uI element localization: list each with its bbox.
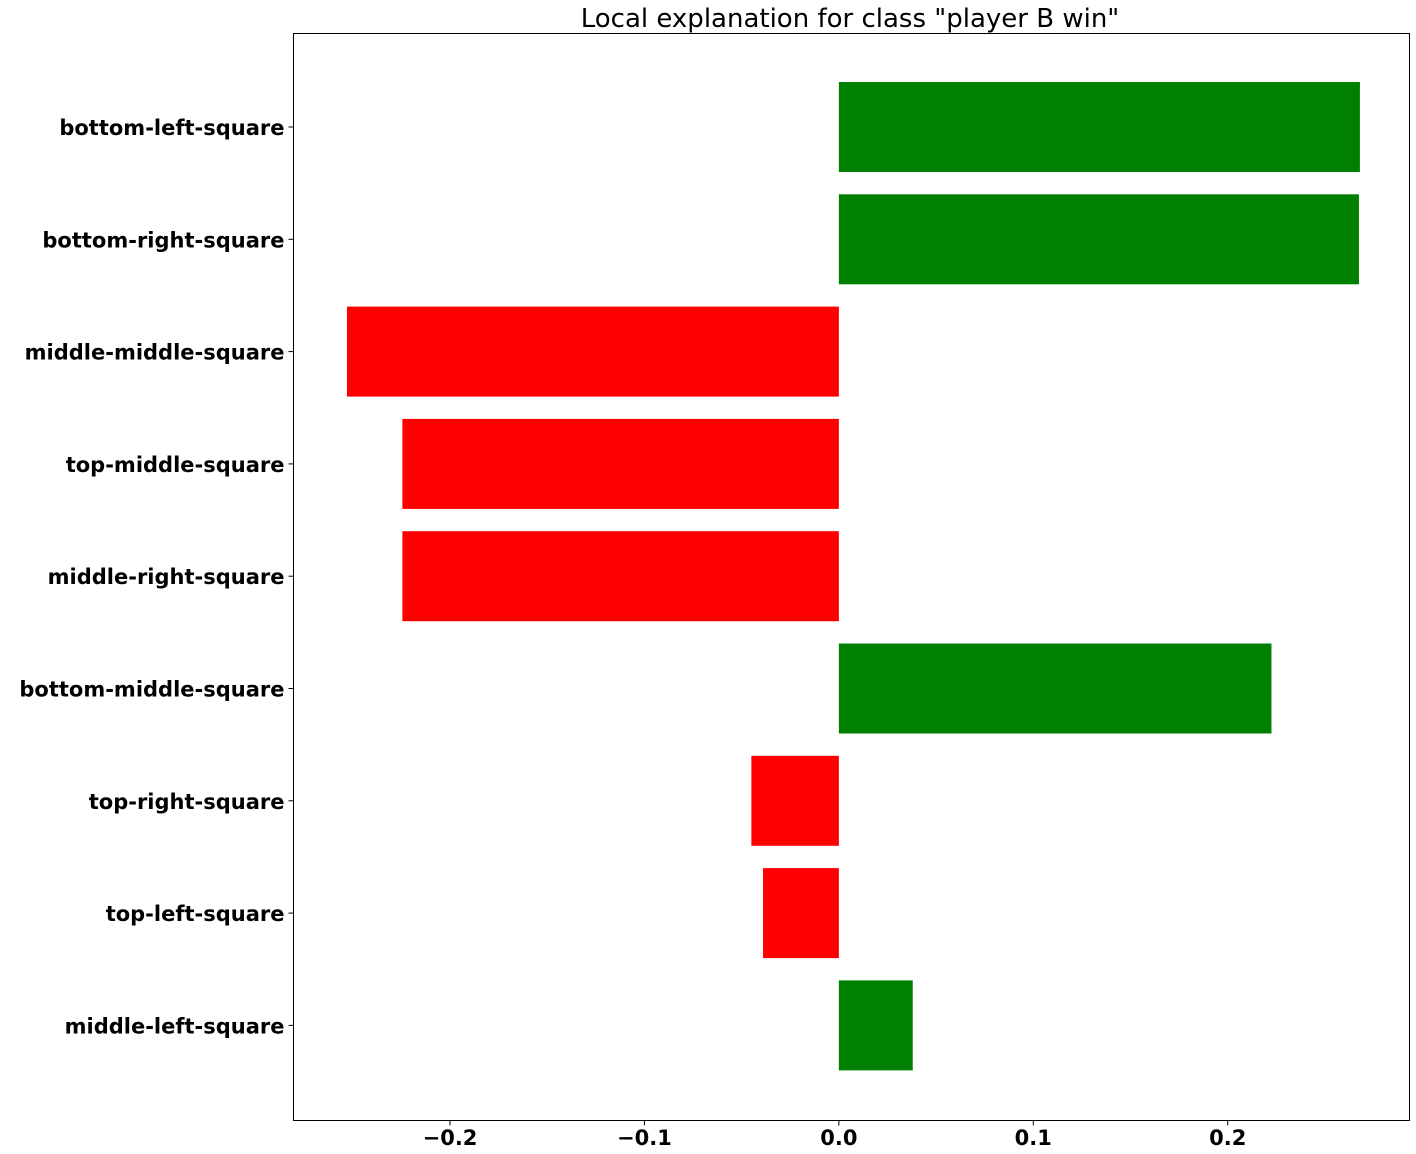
x-tick-label: −0.1 bbox=[617, 1126, 672, 1150]
bar-middle-left-square bbox=[838, 980, 913, 1071]
bar-middle-right-square bbox=[402, 531, 839, 622]
y-tick-label: top-left-square bbox=[106, 902, 285, 926]
bar-top-right-square bbox=[751, 755, 839, 846]
y-tick-label: bottom-right-square bbox=[42, 228, 284, 252]
y-tick-label: middle-right-square bbox=[48, 565, 285, 589]
y-tick-label: bottom-left-square bbox=[59, 116, 284, 140]
plot-frame bbox=[293, 33, 1410, 1121]
bar-middle-middle-square bbox=[346, 306, 839, 397]
y-tick-label: middle-middle-square bbox=[25, 341, 285, 365]
y-tick-label: top-right-square bbox=[89, 790, 285, 814]
bar-top-left-square bbox=[763, 868, 839, 959]
y-axis: bottom-left-square bottom-right-square mid… bbox=[19, 116, 294, 1038]
y-tick-label: top-middle-square bbox=[66, 453, 285, 477]
x-axis: −0.2 −0.1 0.0 0.1 0.2 bbox=[423, 1120, 1246, 1150]
bar-bottom-left-square bbox=[838, 82, 1360, 172]
bars-group bbox=[346, 82, 1360, 1071]
x-tick-label: 0.2 bbox=[1209, 1126, 1246, 1150]
chart-title: Local explanation for class "player B wi… bbox=[581, 4, 1120, 34]
x-tick-label: 0.0 bbox=[820, 1126, 857, 1150]
x-tick-label: 0.1 bbox=[1015, 1126, 1052, 1150]
bar-top-middle-square bbox=[402, 418, 839, 509]
y-tick-label: bottom-middle-square bbox=[19, 678, 284, 702]
bar-bottom-right-square bbox=[838, 194, 1359, 285]
bar-bottom-middle-square bbox=[838, 643, 1272, 734]
y-tick-label: middle-left-square bbox=[65, 1014, 285, 1038]
x-tick-label: −0.2 bbox=[423, 1126, 478, 1150]
